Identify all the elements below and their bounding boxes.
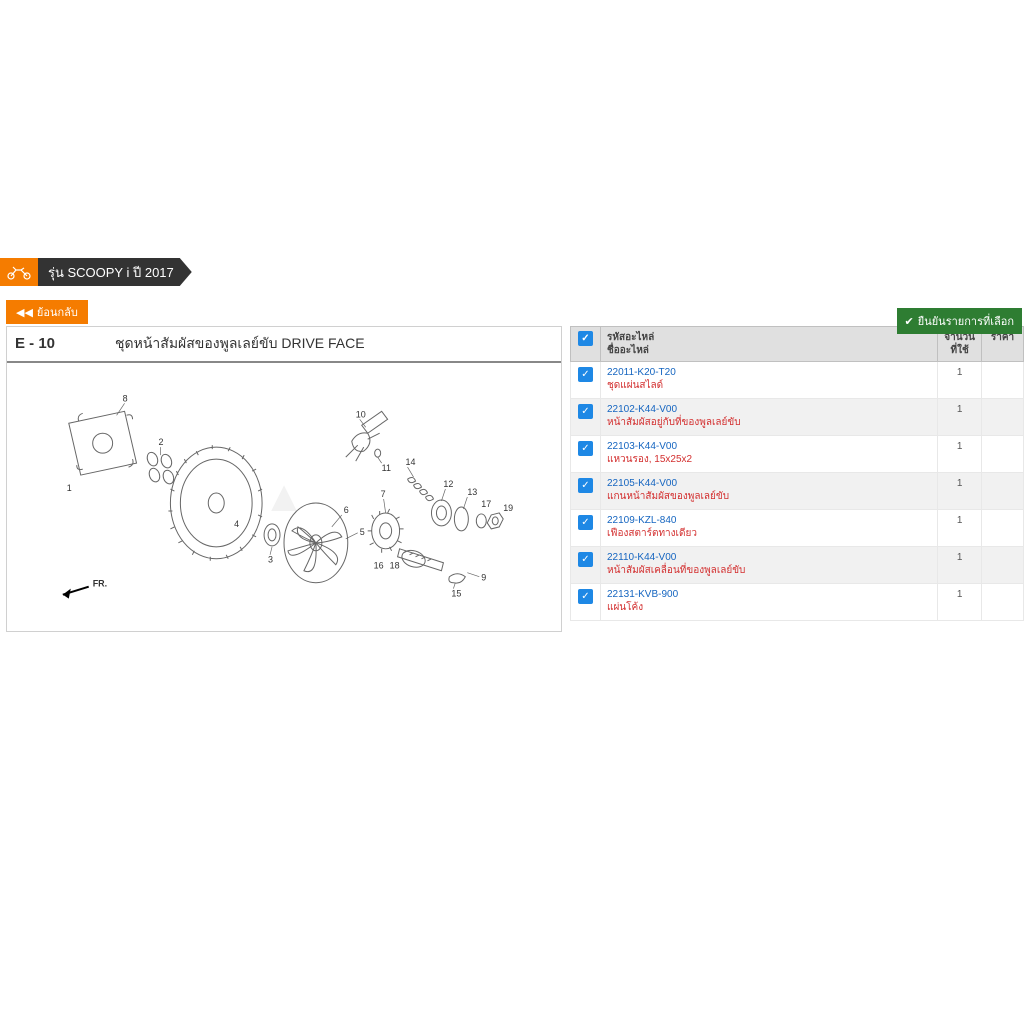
callout-16: 16: [374, 561, 384, 571]
part-name: แผ่นโค้ง: [607, 600, 931, 615]
part-cell: 22103-K44-V00แหวนรอง, 15x25x2: [601, 436, 938, 473]
table-row[interactable]: ✓ 22110-K44-V00หน้าสัมผัสเคลื่อนที่ของพูล…: [571, 547, 1024, 584]
callout-7: 7: [381, 489, 386, 499]
part-qty: 1: [938, 510, 982, 547]
row-checkbox[interactable]: ✓: [578, 367, 593, 382]
callout-19: 19: [503, 503, 513, 513]
part-name: หน้าสัมผัสอยู่กับที่ของพูลเลย์ขับ: [607, 415, 931, 430]
back-label: ย้อนกลับ: [37, 303, 78, 321]
table-row[interactable]: ✓22109-KZL-840เฟืองสตาร์ตทางเดียว1: [571, 510, 1024, 547]
callout-17: 17: [481, 499, 491, 509]
parts-table: ✓ รหัสอะไหล่ ชื่ออะไหล่ จำนวน ที่ใช้ ราค…: [570, 326, 1024, 621]
callout-15: 15: [451, 589, 461, 599]
callout-1: 1: [67, 483, 72, 493]
part-price: [982, 399, 1024, 436]
part-code: 22011-K20-T20: [607, 367, 931, 378]
part-name: แกนหน้าสัมผัสของพูลเลย์ขับ: [607, 489, 931, 504]
part-price: [982, 547, 1024, 584]
check-icon: ✔: [905, 315, 914, 328]
table-row[interactable]: ✓22131-KVB-900แผ่นโค้ง1: [571, 584, 1024, 621]
part-qty: 1: [938, 473, 982, 510]
part-name: แหวนรอง, 15x25x2: [607, 452, 931, 467]
part-code: 22109-KZL-840: [607, 515, 931, 526]
section-code: E - 10: [15, 335, 55, 352]
part-qty: 1: [938, 362, 982, 399]
part-qty: 1: [938, 547, 982, 584]
callout-14: 14: [406, 457, 416, 467]
front-label: FR.: [93, 579, 107, 589]
model-label: รุ่น SCOOPY i ปี 2017: [38, 258, 192, 286]
callout-8: 8: [123, 393, 128, 403]
part-cell: 22131-KVB-900แผ่นโค้ง: [601, 584, 938, 621]
diagram-panel: E - 10 ชุดหน้าสัมผัสของพูลเลย์ขับ DRIVE …: [6, 326, 562, 632]
header-code: รหัสอะไหล่: [607, 331, 931, 344]
callout-6: 6: [344, 505, 349, 515]
confirm-label: ยืนยันรายการที่เลือก: [918, 312, 1014, 330]
callout-2: 2: [158, 437, 163, 447]
part-cell: 22110-K44-V00หน้าสัมผัสเคลื่อนที่ของพูลเ…: [601, 547, 938, 584]
callout-5: 5: [360, 527, 365, 537]
header-name: ชื่ออะไหล่: [607, 344, 931, 357]
callout-9: 9: [481, 573, 486, 583]
callout-11: 11: [382, 463, 391, 473]
callout-12: 12: [443, 479, 453, 489]
table-row[interactable]: ✓22103-K44-V00แหวนรอง, 15x25x21: [571, 436, 1024, 473]
part-qty: 1: [938, 399, 982, 436]
row-checkbox[interactable]: ✓: [578, 589, 593, 604]
part-name: หน้าสัมผัสเคลื่อนที่ของพูลเลย์ขับ: [607, 563, 931, 578]
select-all-checkbox[interactable]: ✓: [578, 331, 593, 346]
part-code: 22110-K44-V00: [607, 552, 931, 563]
part-code: 22105-K44-V00: [607, 478, 931, 489]
part-cell: 22011-K20-T20ชุดแผ่นสไลด์: [601, 362, 938, 399]
back-icon: ◀◀: [16, 306, 33, 319]
part-cell: 22102-K44-V00หน้าสัมผัสอยู่กับที่ของพูลเ…: [601, 399, 938, 436]
part-price: [982, 473, 1024, 510]
motorcycle-icon: [0, 258, 38, 286]
back-button[interactable]: ◀◀ ย้อนกลับ: [6, 300, 88, 324]
row-checkbox[interactable]: ✓: [578, 552, 593, 567]
part-code: 22131-KVB-900: [607, 589, 931, 600]
part-name: เฟืองสตาร์ตทางเดียว: [607, 526, 931, 541]
part-price: [982, 584, 1024, 621]
row-checkbox[interactable]: ✓: [578, 404, 593, 419]
diagram-body: ▲ 1 2 8: [7, 363, 561, 631]
part-price: [982, 436, 1024, 473]
part-price: [982, 510, 1024, 547]
callout-4: 4: [234, 519, 239, 529]
confirm-selection-button[interactable]: ✔ ยืนยันรายการที่เลือก: [897, 308, 1022, 334]
row-checkbox[interactable]: ✓: [578, 441, 593, 456]
row-checkbox[interactable]: ✓: [578, 478, 593, 493]
callout-10: 10: [356, 409, 366, 419]
column-select: ✓: [571, 327, 601, 362]
table-row[interactable]: ✓22011-K20-T20ชุดแผ่นสไลด์1: [571, 362, 1024, 399]
part-name: ชุดแผ่นสไลด์: [607, 378, 931, 393]
callout-18: 18: [390, 561, 400, 571]
section-title: ชุดหน้าสัมผัสของพูลเลย์ขับ DRIVE FACE: [115, 333, 365, 355]
table-row[interactable]: ✓ 22105-K44-V00แกนหน้าสัมผัสของพูลเลย์ขับ…: [571, 473, 1024, 510]
row-checkbox[interactable]: ✓: [578, 515, 593, 530]
part-code: 22103-K44-V00: [607, 441, 931, 452]
parts-panel: ✔ ยืนยันรายการที่เลือก ✓ รหัสอะไหล่ ชื่อ…: [570, 326, 1024, 632]
table-row[interactable]: ✓ 22102-K44-V00หน้าสัมผัสอยู่กับที่ของพูล…: [571, 399, 1024, 436]
part-cell: 22105-K44-V00แกนหน้าสัมผัสของพูลเลย์ขับ: [601, 473, 938, 510]
part-qty: 1: [938, 436, 982, 473]
part-code: 22102-K44-V00: [607, 404, 931, 415]
part-qty: 1: [938, 584, 982, 621]
callout-13: 13: [467, 487, 477, 497]
part-price: [982, 362, 1024, 399]
callout-3: 3: [268, 555, 273, 565]
column-code-name: รหัสอะไหล่ ชื่ออะไหล่: [601, 327, 938, 362]
part-cell: 22109-KZL-840เฟืองสตาร์ตทางเดียว: [601, 510, 938, 547]
